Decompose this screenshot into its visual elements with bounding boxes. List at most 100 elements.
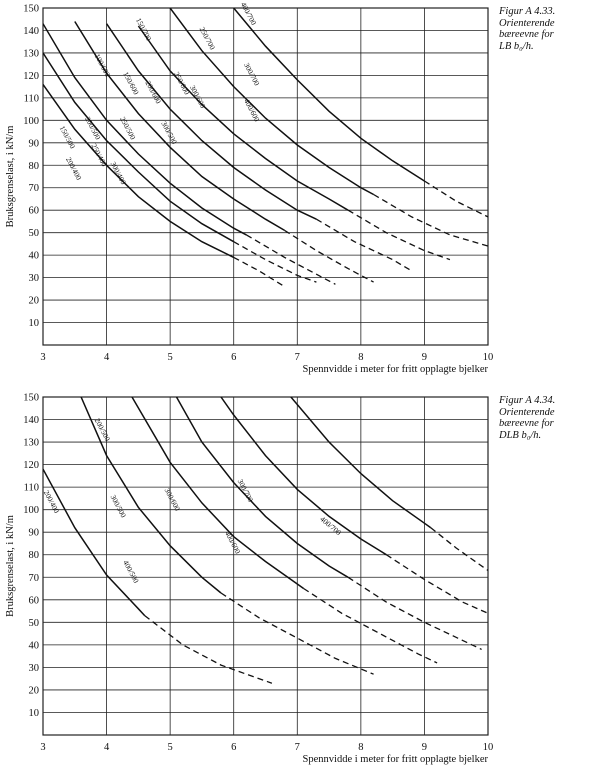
plot-frame <box>42 7 489 346</box>
y-tick-label: 100 <box>23 116 39 127</box>
curve-label: 400/500 <box>121 559 141 585</box>
series-line-dashed <box>303 587 438 664</box>
chart-1: 10 20 30 40 50 60 70 80 90 100 110 120 130 140 150 3 4 5 6… <box>5 1 493 375</box>
chart-2: 10 20 30 40 50 60 70 80 90 100 110 120 130 140 150 3 4 5 6… <box>5 393 493 766</box>
curve-label: 400/600 <box>223 529 243 555</box>
caption-line: bæreevne for <box>499 29 554 40</box>
y-tick-label: 10 <box>29 708 40 719</box>
x-tick-label: 4 <box>104 742 110 753</box>
y-tick-label: 50 <box>29 618 40 629</box>
series-line-solid <box>43 52 235 243</box>
x-tick-label: 7 <box>295 742 300 753</box>
y-tick-label: 100 <box>23 505 39 516</box>
y-tick-label: 130 <box>23 48 39 59</box>
y-tick-label: 110 <box>24 483 39 494</box>
y-tick-label: 70 <box>29 183 40 194</box>
series-line-dashed <box>373 193 488 247</box>
series-line-solid <box>74 21 285 232</box>
y-tick-label: 90 <box>29 528 40 539</box>
curves <box>43 8 488 288</box>
curve-label: 300/600 <box>188 84 208 110</box>
caption-line: Orienterende <box>499 17 555 29</box>
x-axis-label: Spennvidde i meter for fritt opplagte bj… <box>303 754 489 765</box>
x-tick-label: 9 <box>422 742 427 753</box>
x-axis-label: Spennvidde i meter for fritt opplagte bj… <box>303 364 489 375</box>
y-tick-label: 70 <box>29 573 40 584</box>
y-tick-label: 60 <box>29 595 40 606</box>
curve-label: 200/400 <box>42 489 62 515</box>
curve-label: 300/500 <box>109 493 129 519</box>
curve-label: 250/400 <box>89 142 109 168</box>
curve-label: 150/600 <box>121 70 141 96</box>
caption-line: LB b₀/h. <box>499 40 534 52</box>
x-tick-label: 3 <box>40 352 45 363</box>
curve-label: 250/500 <box>118 115 138 141</box>
figure-caption-1: Figur A 4.33. Orienterende bæreevne for … <box>499 6 593 52</box>
series-line-solid <box>131 397 305 590</box>
x-tick-label: 8 <box>358 742 363 753</box>
series-line-solid <box>169 8 374 196</box>
caption-line: DLB b₀/h. <box>499 429 542 441</box>
series-line-solid <box>290 397 432 529</box>
x-tick-label: 9 <box>422 352 427 363</box>
curve-label: 100/600 <box>93 52 113 78</box>
x-tick-label: 5 <box>168 352 173 363</box>
series-line-solid <box>105 23 317 220</box>
x-tick-label: 10 <box>483 742 494 753</box>
series-line-solid <box>175 397 349 578</box>
curve-label: 300/700 <box>242 61 262 87</box>
y-tick-label: 90 <box>29 138 40 149</box>
series-line-dashed <box>347 576 482 650</box>
figure-caption-2: Figur A 4.34. Orienterende bæreevne for … <box>499 395 593 441</box>
y-tick-label: 80 <box>29 550 40 561</box>
y-tick-label: 30 <box>29 273 40 284</box>
x-tick-label: 7 <box>295 352 300 363</box>
y-axis-label: Bruksgrenselast, i kN/m <box>5 515 16 617</box>
y-tick-label: 20 <box>29 685 40 696</box>
x-tick-label: 5 <box>168 742 173 753</box>
x-tick-label: 6 <box>231 352 236 363</box>
series-line-solid <box>137 25 349 211</box>
series-line-solid <box>43 23 247 236</box>
caption-line: Orienterende <box>499 406 555 418</box>
y-tick-label: 40 <box>29 251 40 262</box>
curve-label: 200/500 <box>83 115 103 141</box>
y-tick-label: 80 <box>29 161 40 172</box>
series-line-solid <box>80 397 222 594</box>
series-line-dashed <box>220 592 374 675</box>
y-tick-label: 10 <box>29 318 40 329</box>
y-tick-label: 50 <box>29 228 40 239</box>
curve-label: 150/700 <box>134 16 154 42</box>
curve-label: 250/700 <box>198 25 218 51</box>
y-tick-label: 150 <box>23 4 39 15</box>
y-tick-label: 140 <box>23 415 39 426</box>
curve-label: 300/600 <box>163 487 183 513</box>
x-tick-label: 6 <box>231 742 236 753</box>
y-tick-label: 150 <box>23 393 39 404</box>
series-line-dashed <box>246 234 336 285</box>
series-line-dashed <box>144 615 273 684</box>
series-line-solid <box>220 397 387 556</box>
series-line-dashed <box>430 527 488 572</box>
y-tick-label: 20 <box>29 296 40 307</box>
curve-label: 400/700 <box>239 1 259 27</box>
curve-label: 200/600 <box>144 79 164 105</box>
x-tick-label: 3 <box>40 742 45 753</box>
series-line-dashed <box>233 241 317 283</box>
x-tick-label: 10 <box>483 352 494 363</box>
y-axis-label: Bruksgrenselast, i kN/m <box>5 126 16 228</box>
y-tick-label: 120 <box>23 71 39 82</box>
curve-label: 400/600 <box>242 97 262 123</box>
y-tick-label: 30 <box>29 663 40 674</box>
curve-label: 300/500 <box>159 120 179 146</box>
curve-label: 300/700 <box>236 477 256 503</box>
caption-line: Figur A 4.34. <box>499 395 556 406</box>
y-tick-label: 120 <box>23 460 39 471</box>
series-line-dashed <box>316 218 413 272</box>
series-line-dashed <box>385 554 488 614</box>
series-line-solid <box>43 83 235 259</box>
series-line-solid <box>43 468 146 617</box>
y-tick-label: 110 <box>24 93 39 104</box>
series-line-solid <box>233 8 425 182</box>
